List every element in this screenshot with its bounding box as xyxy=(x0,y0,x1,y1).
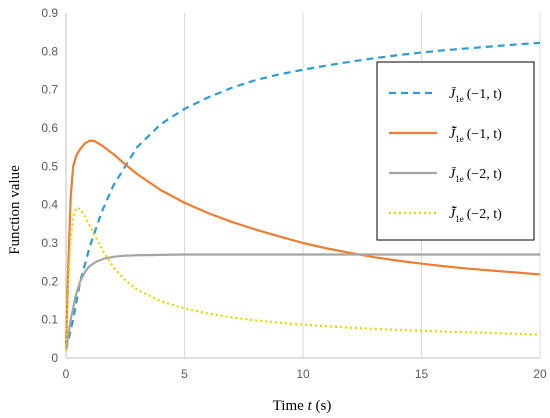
legend-box xyxy=(376,61,535,241)
legend-symbol: J̄ xyxy=(449,87,457,102)
y-axis-title: Function value xyxy=(7,165,23,255)
legend-symbol: J̄̃ xyxy=(449,206,457,222)
x-tick-label: 10 xyxy=(296,367,310,381)
y-tick-label: 0.3 xyxy=(41,236,58,250)
y-tick-label: 0.5 xyxy=(41,159,58,173)
legend-label-2: J̄̃1e (−1, t) xyxy=(449,126,502,144)
series-line-4 xyxy=(64,206,541,351)
x-tick-label: 5 xyxy=(181,367,188,381)
y-tick-label: 0 xyxy=(51,351,58,365)
legend-symbol: J̄̃ xyxy=(449,126,457,142)
y-tick-label: 0.6 xyxy=(41,121,58,135)
legend-label-3: J̄1e (−2, t) xyxy=(449,167,502,184)
legend-label-4: J̄̃1e (−2, t) xyxy=(449,206,502,224)
y-tick-label: 0.1 xyxy=(41,313,58,327)
legend-subscript: 1e xyxy=(455,94,464,104)
legend-symbol: J̄ xyxy=(449,167,457,182)
x-tick-labels: 0 5 10 15 20 xyxy=(63,367,547,381)
y-tick-label: 0.9 xyxy=(41,6,58,20)
x-axis-title-variable: t xyxy=(308,398,313,414)
series-line-2 xyxy=(64,139,541,347)
legend-arguments: (−2, t) xyxy=(467,207,502,222)
legend-label-1: J̄1e (−1, t) xyxy=(449,87,502,104)
data-series xyxy=(64,41,541,351)
legend-subscript: 1e xyxy=(455,174,464,184)
x-tick-label: 0 xyxy=(63,367,70,381)
y-tick-label: 0.7 xyxy=(41,83,58,97)
y-tick-label: 0.8 xyxy=(41,44,58,58)
legend-subscript: 1e xyxy=(455,214,464,224)
x-axis-title-unit: (s) xyxy=(312,398,332,414)
y-tick-label: 0.4 xyxy=(41,198,58,212)
series-line-3 xyxy=(64,253,540,351)
y-tick-labels: 0 0.1 0.2 0.3 0.4 0.5 0.6 0.7 0.8 0.9 xyxy=(41,6,58,365)
axes xyxy=(65,13,540,359)
legend-arguments: (−2, t) xyxy=(467,167,502,182)
x-tick-label: 15 xyxy=(415,367,429,381)
legend-subscript: 1e xyxy=(455,134,464,144)
x-axis-title-prefix: Time xyxy=(273,398,308,414)
x-axis-title: Time t (s) xyxy=(273,398,332,414)
y-tick-label: 0.2 xyxy=(41,274,58,288)
legend-arguments: (−1, t) xyxy=(467,127,502,142)
legend: J̄1e (−1, t)J̄̃1e (−1, t)J̄1e (−2, t)J̄̃1e(… xyxy=(376,61,535,241)
x-tick-label: 20 xyxy=(533,367,547,381)
legend-arguments: (−1, t) xyxy=(467,87,502,102)
